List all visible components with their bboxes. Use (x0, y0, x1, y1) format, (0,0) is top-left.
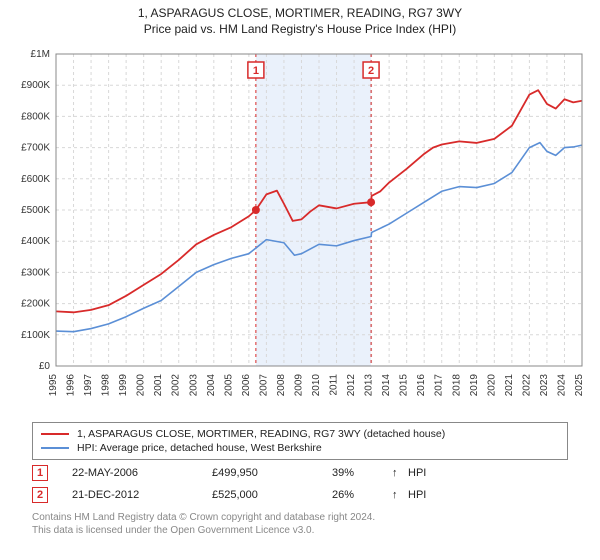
marker-badge: 1 (32, 465, 48, 481)
marker-row: 1 22-MAY-2006 £499,950 39% ↑ HPI (32, 462, 568, 484)
svg-text:2014: 2014 (381, 374, 392, 397)
svg-text:£700K: £700K (21, 143, 50, 154)
svg-text:£400K: £400K (21, 236, 50, 247)
svg-text:2000: 2000 (136, 374, 147, 397)
up-arrow-icon: ↑ (392, 489, 408, 501)
footer-line: Contains HM Land Registry data © Crown c… (32, 512, 568, 525)
svg-text:1999: 1999 (118, 374, 129, 397)
svg-text:2007: 2007 (258, 374, 269, 397)
svg-text:1998: 1998 (101, 374, 112, 397)
svg-text:2015: 2015 (399, 374, 410, 397)
svg-text:1995: 1995 (48, 374, 59, 397)
marker-pct: 39% (332, 467, 392, 479)
legend-label: HPI: Average price, detached house, West… (77, 442, 322, 454)
svg-text:2012: 2012 (346, 374, 357, 397)
marker-table: 1 22-MAY-2006 £499,950 39% ↑ HPI 2 21-DE… (32, 462, 568, 506)
marker-ref: HPI (408, 467, 448, 479)
svg-text:£900K: £900K (21, 80, 50, 91)
svg-text:2013: 2013 (364, 374, 375, 397)
svg-text:2001: 2001 (153, 374, 164, 397)
title-subtitle: Price paid vs. HM Land Registry's House … (0, 22, 600, 36)
marker-row: 2 21-DEC-2012 £525,000 26% ↑ HPI (32, 484, 568, 506)
svg-text:2003: 2003 (188, 374, 199, 397)
svg-text:£1M: £1M (31, 49, 50, 60)
chart-svg: £0 £100K £200K £300K £400K £500K £600K £700K £80… (8, 44, 592, 414)
svg-text:£600K: £600K (21, 174, 50, 185)
svg-text:£300K: £300K (21, 267, 50, 278)
svg-text:2004: 2004 (206, 374, 217, 397)
svg-text:2023: 2023 (539, 374, 550, 397)
up-arrow-icon: ↑ (392, 467, 408, 479)
footer-line: This data is licensed under the Open Gov… (32, 525, 568, 538)
svg-text:2025: 2025 (574, 374, 585, 397)
svg-text:1997: 1997 (83, 374, 94, 397)
svg-text:2017: 2017 (434, 374, 445, 397)
marker-date: 21-DEC-2012 (72, 489, 212, 501)
svg-text:1996: 1996 (66, 374, 77, 397)
svg-text:2005: 2005 (223, 374, 234, 397)
svg-text:£200K: £200K (21, 299, 50, 310)
marker-pct: 26% (332, 489, 392, 501)
chart-titles: 1, ASPARAGUS CLOSE, MORTIMER, READING, R… (0, 0, 600, 36)
svg-text:2: 2 (368, 65, 374, 77)
svg-text:2011: 2011 (329, 374, 340, 396)
svg-text:2021: 2021 (504, 374, 515, 397)
marker-ref: HPI (408, 489, 448, 501)
svg-text:£100K: £100K (21, 330, 50, 341)
svg-text:2008: 2008 (276, 374, 287, 397)
legend-swatch (41, 433, 69, 435)
chart-plot-area: £0 £100K £200K £300K £400K £500K £600K £700K £80… (8, 44, 592, 414)
svg-text:2019: 2019 (469, 374, 480, 397)
legend-label: 1, ASPARAGUS CLOSE, MORTIMER, READING, R… (77, 428, 445, 440)
svg-text:£500K: £500K (21, 205, 50, 216)
marker-date: 22-MAY-2006 (72, 467, 212, 479)
marker-badge: 2 (32, 487, 48, 503)
marker-price: £499,950 (212, 467, 332, 479)
svg-text:2018: 2018 (451, 374, 462, 397)
svg-text:£0: £0 (39, 361, 51, 372)
svg-text:2020: 2020 (486, 374, 497, 397)
chart-container: 1, ASPARAGUS CLOSE, MORTIMER, READING, R… (0, 0, 600, 560)
svg-text:2009: 2009 (293, 374, 304, 397)
svg-text:2002: 2002 (171, 374, 182, 397)
svg-text:1: 1 (253, 65, 259, 77)
svg-text:£800K: £800K (21, 111, 50, 122)
footer-attribution: Contains HM Land Registry data © Crown c… (32, 512, 568, 537)
svg-text:2006: 2006 (241, 374, 252, 397)
svg-text:2010: 2010 (311, 374, 322, 397)
marker-price: £525,000 (212, 489, 332, 501)
legend-swatch (41, 447, 69, 449)
svg-text:2022: 2022 (521, 374, 532, 397)
legend-item: HPI: Average price, detached house, West… (41, 441, 559, 455)
svg-text:2016: 2016 (416, 374, 427, 397)
legend-box: 1, ASPARAGUS CLOSE, MORTIMER, READING, R… (32, 422, 568, 460)
legend-item: 1, ASPARAGUS CLOSE, MORTIMER, READING, R… (41, 427, 559, 441)
title-address: 1, ASPARAGUS CLOSE, MORTIMER, READING, R… (0, 6, 600, 20)
svg-text:2024: 2024 (556, 374, 567, 397)
